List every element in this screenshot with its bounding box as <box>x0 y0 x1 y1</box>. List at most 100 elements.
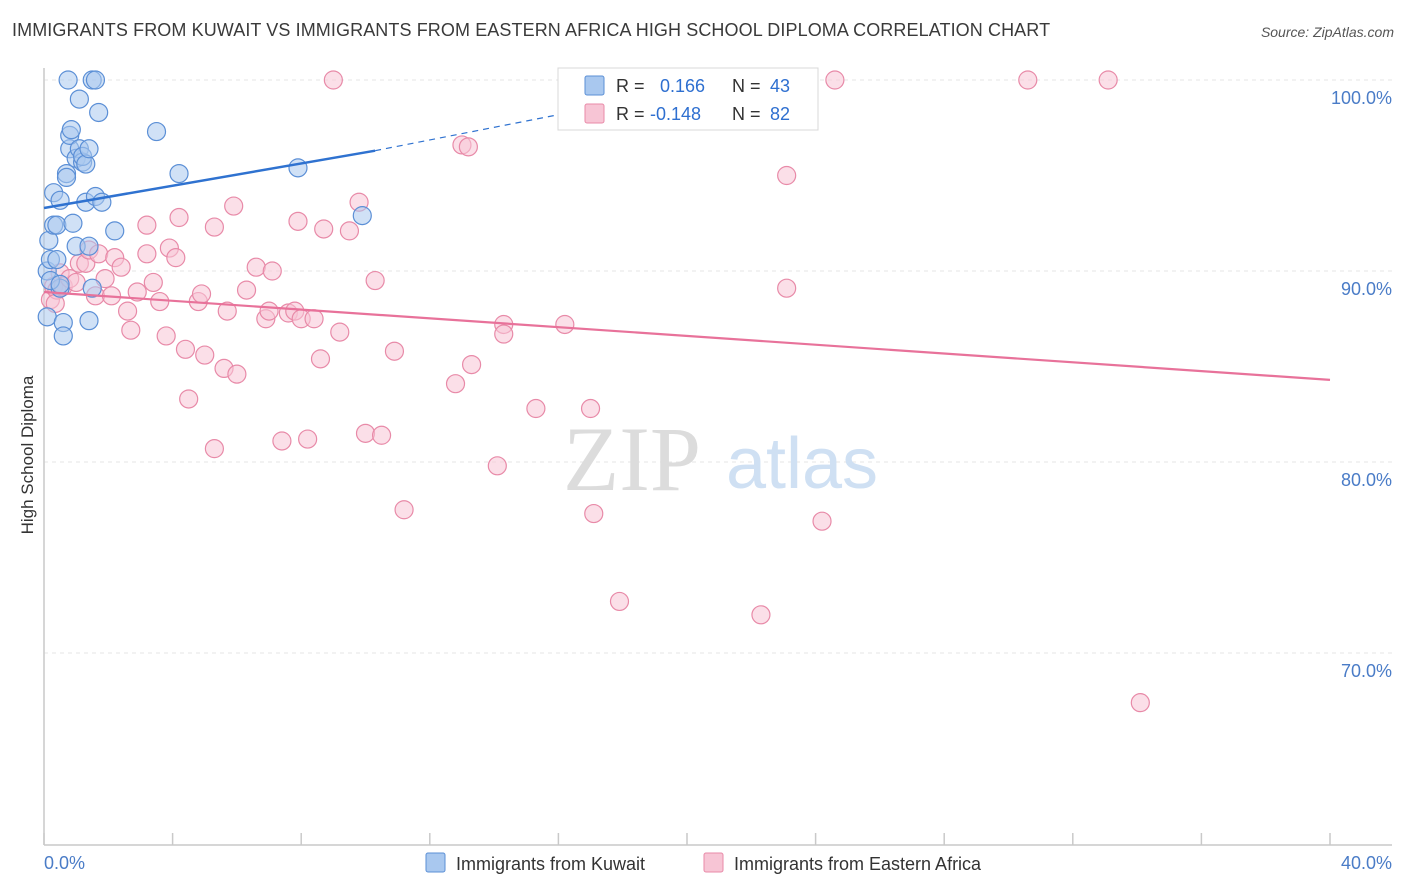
eafrica-point <box>272 431 292 451</box>
eafrica-point <box>169 207 189 228</box>
trend-lines <box>43 79 1331 381</box>
eafrica-point <box>259 301 279 321</box>
bottom-legend: Immigrants from Kuwait Immigrants from E… <box>425 852 982 874</box>
legend-eafrica-r-label: R = <box>616 104 645 124</box>
kuwait-point <box>89 102 109 123</box>
eafrica-point <box>310 349 331 369</box>
kuwait-trend-line <box>43 149 376 210</box>
eafrica-point <box>584 503 604 524</box>
eafrica-point <box>137 244 157 264</box>
eafrica-point <box>458 137 478 157</box>
eafrica-point <box>204 439 224 459</box>
kuwait-point <box>105 221 125 241</box>
eafrica-point <box>812 511 832 531</box>
kuwait-point <box>85 70 106 90</box>
eafrica-point <box>95 269 115 289</box>
eafrica-point <box>330 322 350 342</box>
bottom-legend-kuwait-label: Immigrants from Kuwait <box>456 854 645 874</box>
legend-eafrica-n-value: 82 <box>770 104 790 124</box>
y-tick-label: 100.0% <box>1331 88 1392 108</box>
eafrica-point <box>246 257 266 277</box>
x-tick-label-max: 40.0% <box>1341 853 1392 873</box>
eafrica-point <box>298 429 318 449</box>
eafrica-point <box>494 324 514 344</box>
eafrica-point <box>461 354 482 375</box>
legend-kuwait-n-value: 43 <box>770 76 790 96</box>
kuwait-point <box>288 158 308 178</box>
series-eastern-africa-points <box>40 70 1150 713</box>
eafrica-point <box>1098 70 1118 90</box>
eafrica-point <box>1130 693 1150 713</box>
stats-legend: R = 0.166 N = 43 R = -0.148 N = 82 <box>557 67 819 131</box>
kuwait-point <box>79 311 99 331</box>
y-tick-label: 70.0% <box>1341 661 1392 681</box>
eafrica-point <box>394 500 414 520</box>
kuwait-point <box>352 206 372 226</box>
eafrica-point <box>355 423 376 443</box>
eafrica-point <box>137 215 157 235</box>
kuwait-point <box>53 326 73 346</box>
eafrica-point <box>204 217 224 237</box>
eafrica-point <box>150 291 170 312</box>
kuwait-point <box>37 307 57 327</box>
eafrica-point <box>365 270 385 291</box>
kuwait-point <box>169 163 189 184</box>
legend-eafrica-n-label: N = <box>732 104 761 124</box>
watermark: ZIP atlas <box>563 408 878 510</box>
y-axis-tick-labels: 70.0% 80.0% 90.0% 100.0% <box>1331 88 1392 681</box>
eafrica-point <box>555 314 575 335</box>
eafrica-point <box>217 301 237 321</box>
x-axis-ticks <box>43 833 1331 845</box>
legend-kuwait-r-label: R = <box>616 76 645 96</box>
eafrica-point <box>175 339 196 359</box>
eafrica-point <box>227 364 247 384</box>
eafrica-point <box>825 70 845 90</box>
eafrica-point <box>143 272 163 293</box>
kuwait-point <box>47 249 67 270</box>
eafrica-point <box>777 278 797 298</box>
kuwait-point <box>56 167 77 188</box>
eafrica-point <box>314 219 334 239</box>
kuwait-point <box>50 274 70 294</box>
eafrica-point <box>487 456 507 476</box>
eafrica-point <box>445 374 466 394</box>
eafrica-point <box>117 301 138 321</box>
chart-title: IMMIGRANTS FROM KUWAIT VS IMMIGRANTS FRO… <box>12 20 1051 40</box>
legend-kuwait-r-value: 0.166 <box>660 76 705 96</box>
eafrica-point <box>166 248 186 268</box>
y-axis-label: High School Diploma <box>18 375 37 534</box>
eafrica-point <box>179 389 199 409</box>
eafrica-point <box>236 280 257 300</box>
eafrica-point <box>580 398 601 419</box>
legend-swatch-kuwait <box>584 75 605 96</box>
x-tick-label-min: 0.0% <box>44 853 85 873</box>
kuwait-point <box>79 139 99 159</box>
bottom-legend-swatch-kuwait <box>425 852 446 873</box>
kuwait-point <box>69 89 89 109</box>
kuwait-point <box>79 236 99 256</box>
eafrica-point <box>262 261 282 281</box>
eafrica-point <box>371 425 392 445</box>
eafrica-point <box>777 165 797 186</box>
eafrica-point <box>191 284 212 304</box>
eafrica-point <box>609 591 630 612</box>
source-credit: Source: ZipAtlas.com <box>1260 24 1394 40</box>
y-tick-label: 80.0% <box>1341 470 1392 490</box>
legend-eafrica-r-value: -0.148 <box>650 104 701 124</box>
legend-kuwait-n-label: N = <box>732 76 761 96</box>
eafrica-point <box>224 196 244 216</box>
eafrica-point <box>127 282 147 302</box>
eafrica-point <box>323 70 343 90</box>
watermark-atlas: atlas <box>726 424 878 504</box>
kuwait-point <box>146 121 167 142</box>
bottom-legend-swatch-eafrica <box>703 852 724 873</box>
y-tick-label: 90.0% <box>1341 279 1392 299</box>
bottom-legend-eafrica-label: Immigrants from Eastern Africa <box>734 854 982 874</box>
eafrica-point <box>156 326 176 346</box>
kuwait-point <box>58 70 78 90</box>
eafrica-point <box>304 309 324 329</box>
eafrica-point <box>1018 70 1038 90</box>
kuwait-point <box>82 278 102 298</box>
watermark-zip: ZIP <box>563 408 701 510</box>
